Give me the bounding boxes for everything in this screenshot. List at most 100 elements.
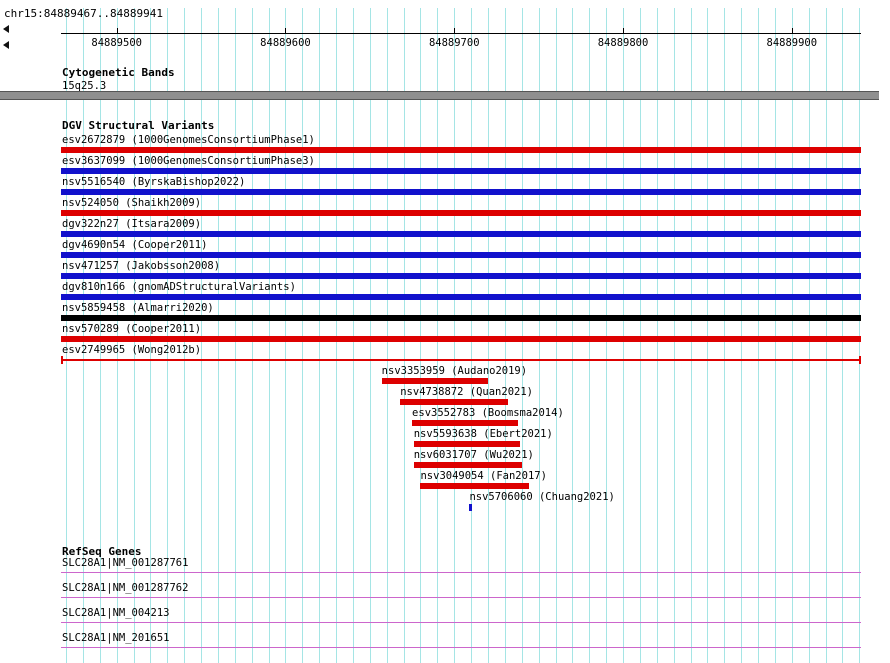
gridline <box>639 8 641 663</box>
scroll-left-icon[interactable] <box>3 41 9 49</box>
ruler-tick-label: 84889700 <box>428 37 480 49</box>
gridline <box>707 8 709 663</box>
gridline <box>403 8 405 663</box>
variant-label[interactable]: esv2749965 (Wong2012b) <box>62 344 202 356</box>
gridline <box>369 8 371 663</box>
gene-line[interactable] <box>61 572 861 573</box>
variant-label[interactable]: dgv322n27 (Itsara2009) <box>62 218 202 230</box>
gridline <box>606 8 608 663</box>
variant-label[interactable]: esv2672879 (1000GenomesConsortiumPhase1) <box>62 134 315 146</box>
gridline <box>184 8 186 663</box>
variant-line[interactable] <box>61 359 861 361</box>
variant-bar[interactable] <box>61 336 861 342</box>
variant-bar[interactable] <box>61 147 861 153</box>
ruler-tick-label: 84889900 <box>766 37 818 49</box>
gridline <box>690 8 692 663</box>
variant-label[interactable]: nsv5859458 (Almarri2020) <box>62 302 214 314</box>
gridline <box>167 8 169 663</box>
variant-label[interactable]: nsv570289 (Cooper2011) <box>62 323 202 335</box>
gridline <box>842 8 844 663</box>
ruler-major-tick <box>623 28 625 34</box>
gridline <box>251 8 253 663</box>
variant-line-cap <box>859 356 861 364</box>
gridline <box>808 8 810 663</box>
variant-label[interactable]: nsv524050 (Shaikh2009) <box>62 197 202 209</box>
variant-bar[interactable] <box>413 462 522 468</box>
variant-bar[interactable] <box>61 210 861 216</box>
variant-bar[interactable] <box>61 294 861 300</box>
variant-bar[interactable] <box>381 378 488 384</box>
gene-label[interactable]: SLC28A1|NM_001287762 <box>62 582 189 594</box>
variant-bar[interactable] <box>61 189 861 195</box>
gridline <box>437 8 439 663</box>
variant-bar[interactable] <box>61 231 861 237</box>
ruler-line <box>61 33 861 34</box>
gridline <box>623 8 625 663</box>
gene-line[interactable] <box>61 597 861 598</box>
variant-label[interactable]: nsv5516540 (ByrskaBishop2022) <box>62 176 246 188</box>
gridline <box>268 8 270 663</box>
variant-label[interactable]: esv3552783 (Boomsma2014) <box>412 407 564 419</box>
gridline <box>133 8 135 663</box>
ruler-major-tick <box>791 28 793 34</box>
gridline <box>724 8 726 663</box>
cytoband-bar <box>0 91 879 100</box>
variant-label[interactable]: nsv5593638 (Ebert2021) <box>413 428 553 440</box>
ruler-tick-label: 84889600 <box>260 37 311 49</box>
variant-bar[interactable] <box>412 420 519 426</box>
variant-bar[interactable] <box>61 273 861 279</box>
gridline <box>352 8 354 663</box>
scroll-left-icon[interactable] <box>3 25 9 33</box>
variant-label[interactable]: nsv5706060 (Chuang2021) <box>469 491 615 503</box>
variant-bar[interactable] <box>61 168 861 174</box>
variant-bar[interactable] <box>413 441 521 447</box>
variant-label[interactable]: nsv6031707 (Wu2021) <box>413 449 534 461</box>
section-header-dgv-structural-variants: DGV Structural Variants <box>62 119 215 132</box>
gridline <box>741 8 743 663</box>
variant-label[interactable]: nsv3353959 (Audano2019) <box>381 365 528 377</box>
gridline <box>454 8 456 663</box>
gridline <box>555 8 557 663</box>
variant-tick[interactable] <box>469 504 473 511</box>
gridline <box>150 8 152 663</box>
variant-label[interactable]: nsv3049054 (Fan2017) <box>420 470 547 482</box>
section-header-cytogenetic-bands: Cytogenetic Bands <box>62 66 175 79</box>
gridline <box>116 8 118 663</box>
gridline <box>673 8 675 663</box>
variant-bar[interactable] <box>61 315 861 321</box>
section-header-refseq-genes: RefSeq Genes <box>62 545 142 558</box>
variant-bar[interactable] <box>420 483 529 489</box>
region-position-label: chr15:84889467..84889941 <box>4 7 163 20</box>
gene-label[interactable]: SLC28A1|NM_201651 <box>62 632 170 644</box>
variant-label[interactable]: dgv4690n54 (Cooper2011) <box>62 239 208 251</box>
gridline <box>234 8 236 663</box>
gridline <box>302 8 304 663</box>
variant-bar[interactable] <box>400 399 509 405</box>
gridline <box>825 8 827 663</box>
variant-line-cap <box>61 356 63 364</box>
gene-line[interactable] <box>61 622 861 623</box>
gridline <box>791 8 793 663</box>
gridline <box>656 8 658 663</box>
gene-label[interactable]: SLC28A1|NM_001287761 <box>62 557 189 569</box>
gene-line[interactable] <box>61 647 861 648</box>
variant-label[interactable]: esv3637099 (1000GenomesConsortiumPhase3) <box>62 155 315 167</box>
ruler-tick-label: 84889800 <box>597 37 649 49</box>
variant-bar[interactable] <box>61 252 861 258</box>
gridline <box>589 8 591 663</box>
variant-label[interactable]: nsv4738872 (Quan2021) <box>400 386 533 398</box>
gridline <box>99 8 101 663</box>
gridline <box>201 8 203 663</box>
gridline <box>488 8 489 663</box>
gridline <box>758 8 760 663</box>
gridline <box>420 8 422 663</box>
gridline <box>217 8 219 663</box>
variant-label[interactable]: nsv471257 (Jakobsson2008) <box>62 260 221 272</box>
variant-label[interactable]: dgv810n166 (gnomADStructuralVariants) <box>62 281 296 293</box>
gene-label[interactable]: SLC28A1|NM_004213 <box>62 607 170 619</box>
ruler-major-tick <box>454 28 456 34</box>
gridline <box>336 8 338 663</box>
ruler-major-tick <box>116 28 118 34</box>
gridline <box>386 8 388 663</box>
